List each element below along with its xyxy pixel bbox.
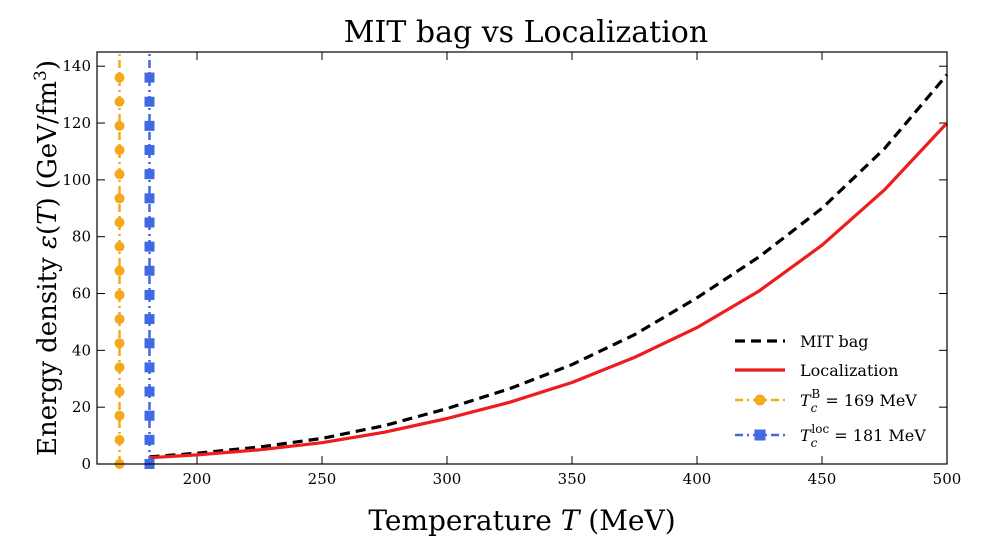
y-tick-label-40: 40 (72, 341, 91, 359)
marker-tc-loc-15 (144, 96, 155, 107)
x-tick-label-500: 500 (933, 470, 962, 488)
marker-tc-b-15 (114, 96, 125, 107)
marker-tc-loc-7 (144, 289, 155, 300)
y-axis-label-close: ) (33, 197, 63, 207)
x-axis-label: Temperature T (MeV) (368, 504, 675, 537)
marker-tc-loc-14 (144, 120, 155, 131)
series-group (114, 52, 949, 469)
marker-tc-b-3 (114, 386, 125, 397)
legend-label-mit-bag: MIT bag (800, 332, 868, 351)
series-line-localization (149, 121, 949, 460)
marker-tc-loc-2 (144, 410, 155, 421)
x-axis-label-prefix: Temperature (368, 504, 560, 537)
y-tick-label-100: 100 (62, 171, 91, 189)
marker-tc-b-2 (114, 410, 125, 421)
x-tick-label-200: 200 (183, 470, 212, 488)
x-tick-label-400: 400 (683, 470, 712, 488)
y-axis-label-eps: ε (33, 235, 63, 249)
legend-label-tc-loc: Tcloc = 181 MeV (800, 422, 926, 450)
marker-tc-loc-4 (144, 362, 155, 373)
y-tick-label-0: 0 (81, 455, 91, 473)
y-axis-label: Energy density ε(T) (GeV/fm3) (31, 60, 63, 456)
legend-marker-tc-loc (754, 429, 766, 441)
marker-tc-b-9 (114, 241, 125, 252)
x-tick-label-350: 350 (558, 470, 587, 488)
legend-tc-b-sub: c (811, 401, 818, 415)
marker-tc-b-8 (114, 265, 125, 276)
y-tick-label-60: 60 (72, 285, 91, 303)
marker-tc-b-7 (114, 289, 125, 300)
legend-tc-loc-sub: c (811, 436, 818, 450)
legend-tc-loc-T: T (800, 426, 812, 445)
legend-tc-b-rest: = 169 MeV (820, 391, 917, 410)
marker-tc-loc-13 (144, 145, 155, 156)
x-tick-label-450: 450 (808, 470, 837, 488)
plot-frame (96, 51, 948, 465)
marker-tc-b-6 (114, 314, 125, 325)
y-axis-label-prefix: Energy density (33, 249, 63, 456)
marker-tc-b-16 (114, 72, 125, 83)
y-axis-label-var: T (33, 206, 63, 225)
marker-tc-loc-11 (144, 193, 155, 204)
marker-tc-loc-9 (144, 241, 155, 252)
marker-tc-loc-16 (144, 72, 155, 83)
legend-tc-b-T: T (800, 391, 812, 410)
marker-tc-b-1 (114, 434, 125, 445)
axis-ticks: 200 250 300 350 400 450 500 0 20 40 60 80 100 120 140 (62, 52, 961, 488)
legend-marker-tc-b (754, 394, 766, 406)
marker-tc-loc-3 (144, 386, 155, 397)
y-tick-label-140: 140 (62, 57, 91, 75)
y-axis-label-exp: 3 (31, 70, 51, 81)
legend-tc-loc-sup: loc (811, 422, 829, 436)
marker-tc-b-4 (114, 362, 125, 373)
marker-tc-loc-12 (144, 169, 155, 180)
marker-tc-b-5 (114, 338, 125, 349)
y-axis-label-units-close: ) (33, 60, 63, 70)
y-tick-label-120: 120 (62, 114, 91, 132)
marker-tc-b-11 (114, 193, 125, 204)
legend: MIT bag Localization TcB = 169 MeV Tcloc… (735, 332, 926, 450)
marker-tc-b-14 (114, 120, 125, 131)
marker-tc-loc-10 (144, 217, 155, 228)
marker-tc-b-10 (114, 217, 125, 228)
y-axis-label-open: ( (33, 225, 63, 235)
legend-tc-b-sup: B (811, 387, 820, 401)
marker-tc-loc-5 (144, 338, 155, 349)
y-axis-label-units: (GeV/fm (33, 81, 63, 197)
marker-tc-b-12 (114, 169, 125, 180)
marker-tc-loc-6 (144, 314, 155, 325)
x-tick-label-250: 250 (308, 470, 337, 488)
marker-tc-loc-1 (144, 434, 155, 445)
marker-tc-loc-8 (144, 265, 155, 276)
x-tick-label-300: 300 (433, 470, 462, 488)
x-axis-label-suffix: (MeV) (579, 504, 675, 537)
x-axis-label-var: T (561, 504, 582, 537)
legend-label-localization: Localization (800, 361, 898, 380)
series-line-mit-bag (149, 73, 949, 459)
y-tick-label-20: 20 (72, 398, 91, 416)
legend-label-tc-b: TcB = 169 MeV (800, 387, 917, 415)
legend-tc-loc-rest: = 181 MeV (829, 426, 926, 445)
y-tick-label-80: 80 (72, 228, 91, 246)
marker-tc-b-13 (114, 145, 125, 156)
chart-title: MIT bag vs Localization (344, 15, 708, 50)
